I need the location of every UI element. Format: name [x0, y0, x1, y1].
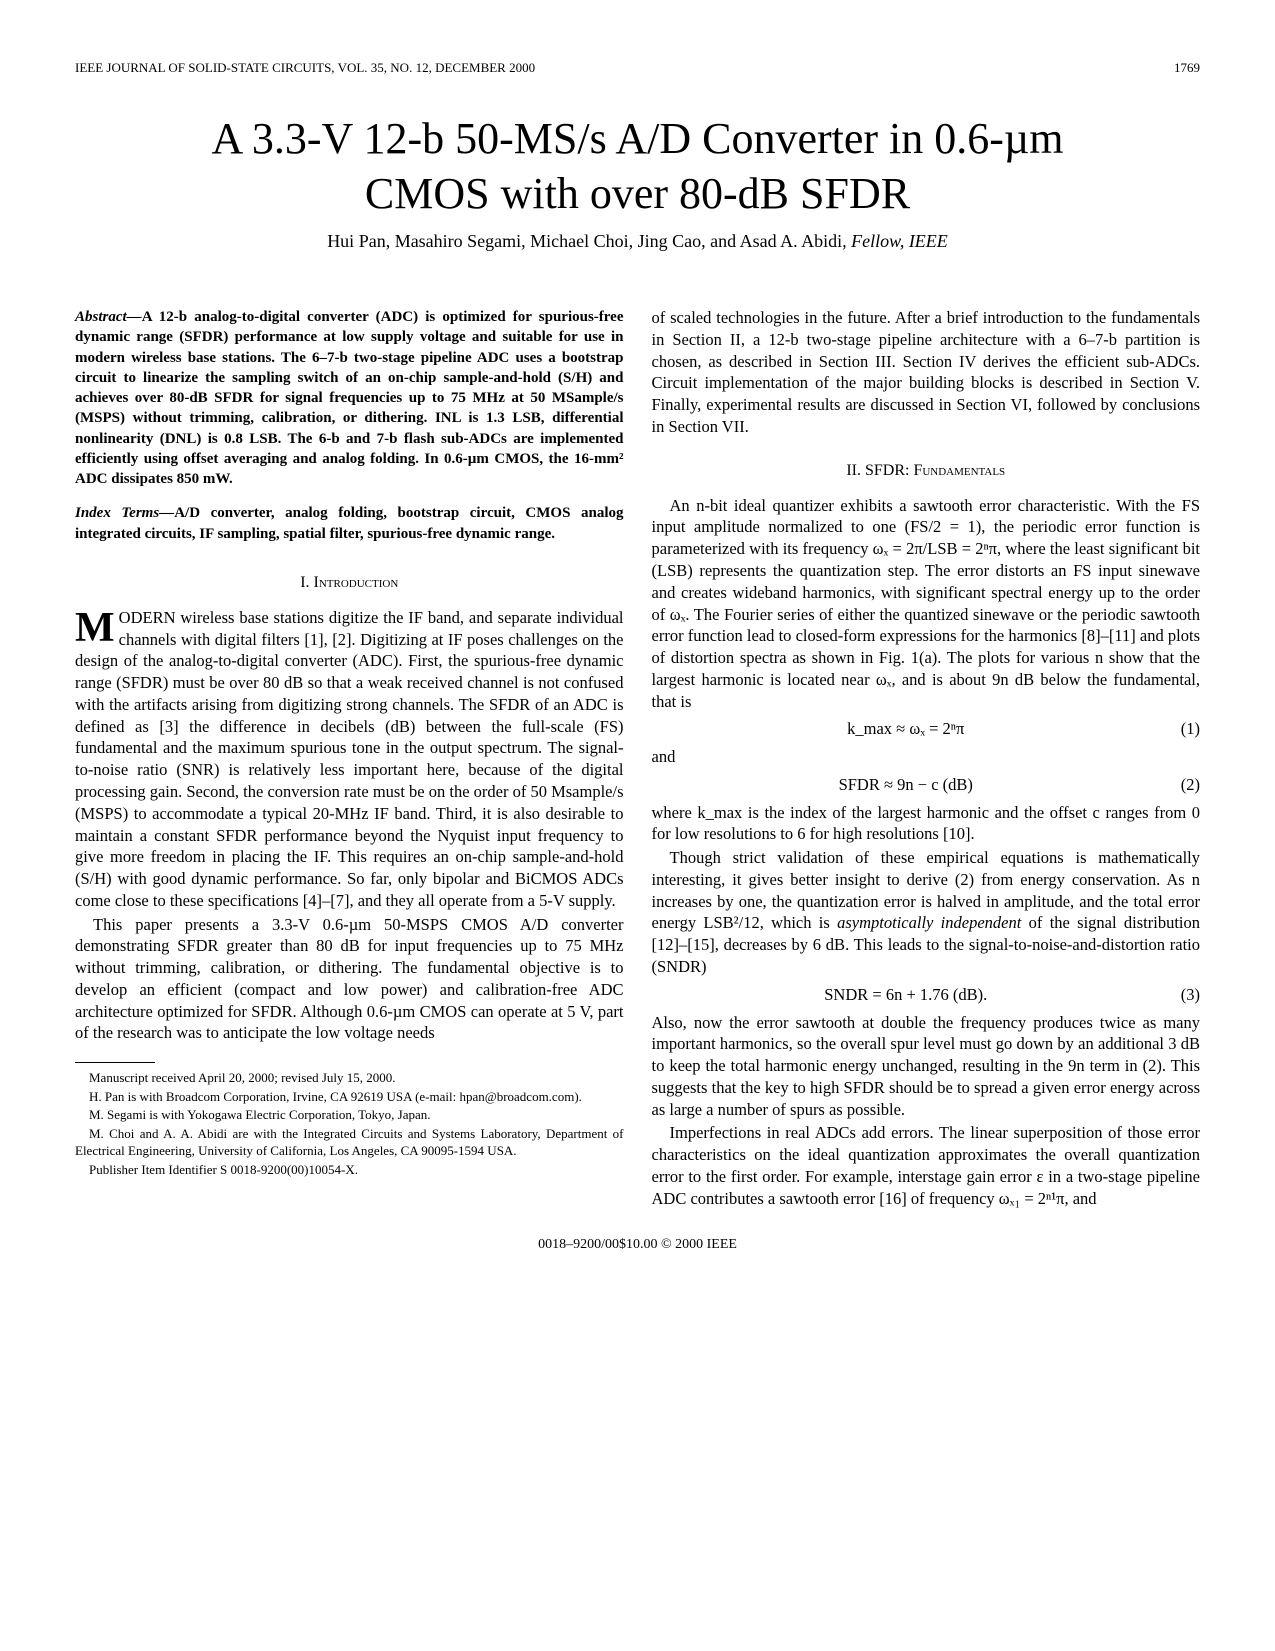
- title-line-2: CMOS with over 80-dB SFDR: [365, 169, 910, 218]
- sfdr-para-2: where k_max is the index of the largest …: [652, 802, 1201, 846]
- footnote-2: H. Pan is with Broadcom Corporation, Irv…: [75, 1088, 624, 1106]
- right-para-1: of scaled technologies in the future. Af…: [652, 307, 1201, 438]
- title-line-1: A 3.3-V 12-b 50-MS/s A/D Converter in 0.…: [212, 114, 1064, 163]
- intro-para-1-text: ODERN wireless base stations digitize th…: [75, 608, 624, 910]
- equation-2-row: SFDR ≈ 9n − c (dB) (2): [652, 774, 1201, 796]
- right-column: of scaled technologies in the future. Af…: [652, 307, 1201, 1211]
- journal-info: IEEE JOURNAL OF SOLID-STATE CIRCUITS, VO…: [75, 60, 535, 76]
- section-heading-intro: I. Introduction: [75, 572, 624, 593]
- footnote-separator: [75, 1062, 155, 1063]
- page-number: 1769: [1174, 60, 1200, 76]
- equation-3: SNDR = 6n + 1.76 (dB).: [652, 984, 1161, 1006]
- equation-1-row: k_max ≈ ωₓ = 2ⁿπ (1): [652, 718, 1201, 740]
- sfdr-para-5: Imperfections in real ADCs add errors. T…: [652, 1122, 1201, 1209]
- abstract-lead: Abstract—: [75, 309, 142, 325]
- authors: Hui Pan, Masahiro Segami, Michael Choi, …: [75, 231, 1200, 252]
- equation-3-number: (3): [1160, 984, 1200, 1006]
- running-header: IEEE JOURNAL OF SOLID-STATE CIRCUITS, VO…: [75, 60, 1200, 76]
- section-heading-sfdr: II. SFDR: Fundamentals: [652, 460, 1201, 481]
- left-column: Abstract—A 12-b analog-to-digital conver…: [75, 307, 624, 1211]
- sfdr-para-3: Though strict validation of these empiri…: [652, 847, 1201, 978]
- dropcap: M: [75, 607, 119, 647]
- sfdr-para-4: Also, now the error sawtooth at double t…: [652, 1012, 1201, 1121]
- sfdr-para-3-italic: asymptotically independent: [837, 913, 1021, 932]
- footnote-3: M. Segami is with Yokogawa Electric Corp…: [75, 1106, 624, 1124]
- abstract-text: A 12-b analog-to-digital converter (ADC)…: [75, 309, 624, 487]
- abstract: Abstract—A 12-b analog-to-digital conver…: [75, 307, 624, 489]
- intro-para-1: MODERN wireless base stations digitize t…: [75, 607, 624, 912]
- footnote-1: Manuscript received April 20, 2000; revi…: [75, 1069, 624, 1087]
- intro-para-2: This paper presents a 3.3-V 0.6-µm 50-MS…: [75, 914, 624, 1045]
- author-names: Hui Pan, Masahiro Segami, Michael Choi, …: [327, 231, 842, 251]
- two-column-body: Abstract—A 12-b analog-to-digital conver…: [75, 307, 1200, 1211]
- equation-2-number: (2): [1160, 774, 1200, 796]
- equation-1-number: (1): [1160, 718, 1200, 740]
- equation-3-row: SNDR = 6n + 1.76 (dB). (3): [652, 984, 1201, 1006]
- and-label: and: [652, 746, 1201, 768]
- footnote-5: Publisher Item Identifier S 0018-9200(00…: [75, 1161, 624, 1179]
- index-terms-lead: Index Terms—: [75, 505, 174, 521]
- copyright: 0018–9200/00$10.00 © 2000 IEEE: [75, 1237, 1200, 1253]
- equation-1: k_max ≈ ωₓ = 2ⁿπ: [652, 718, 1161, 740]
- footnote-4: M. Choi and A. A. Abidi are with the Int…: [75, 1125, 624, 1160]
- paper-title: A 3.3-V 12-b 50-MS/s A/D Converter in 0.…: [75, 111, 1200, 221]
- index-terms: Index Terms—A/D converter, analog foldin…: [75, 503, 624, 544]
- footnotes: Manuscript received April 20, 2000; revi…: [75, 1069, 624, 1178]
- sfdr-para-1: An n-bit ideal quantizer exhibits a sawt…: [652, 495, 1201, 713]
- author-suffix: , Fellow, IEEE: [842, 231, 948, 251]
- equation-2: SFDR ≈ 9n − c (dB): [652, 774, 1161, 796]
